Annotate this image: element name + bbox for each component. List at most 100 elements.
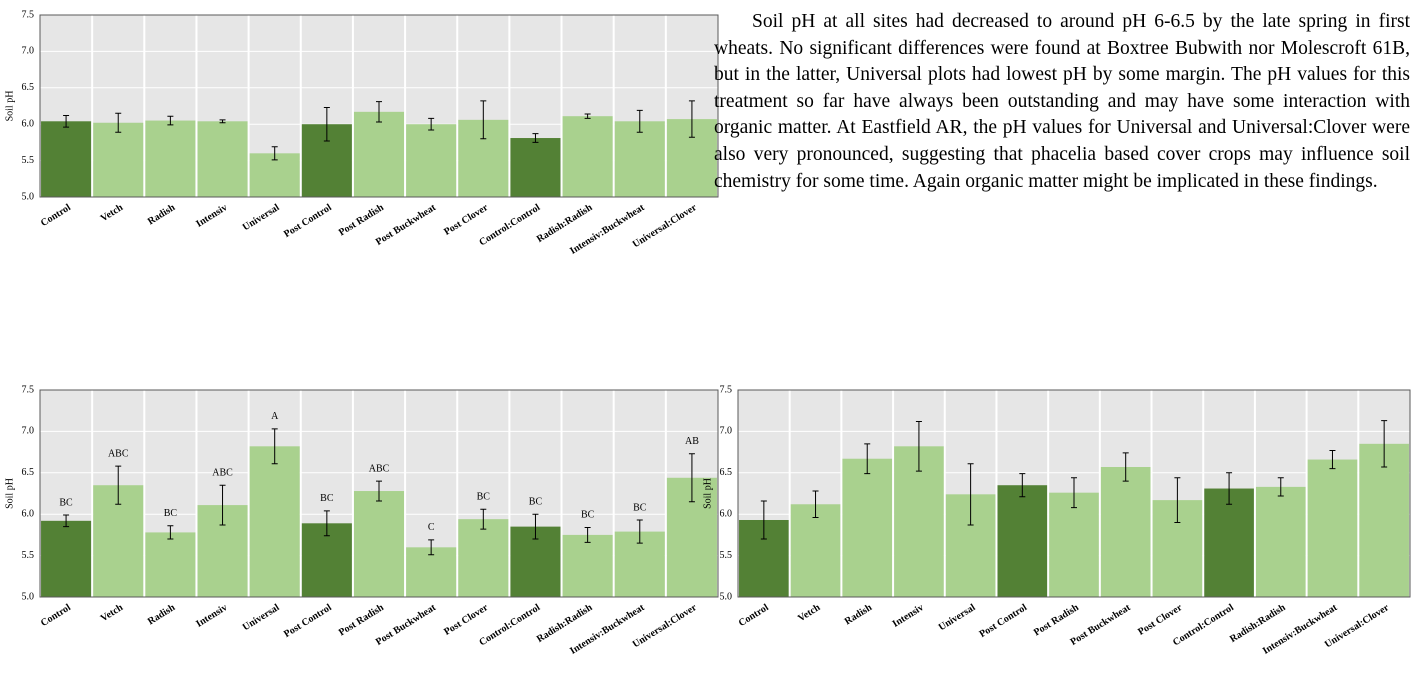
x-tick-label: Radish [146,202,178,227]
error-bar [271,146,278,161]
error-bar [1226,472,1233,505]
bar [1100,467,1151,597]
error-bar [63,114,70,128]
bar [406,124,457,197]
bar [41,121,92,197]
x-tick-label: Intensiv [194,602,229,630]
error-bar [271,428,278,465]
x-tick-label: Post Radish [337,602,386,639]
x-tick-label: Post Clover [1136,602,1184,638]
error-bar [636,519,643,544]
error-bar [812,490,819,519]
error-bar [967,463,974,526]
plot-border [39,389,719,598]
y-axis-title: Soil pH [4,91,15,122]
x-tick-label: Control [737,602,771,629]
bar [145,532,196,597]
y-tick-label: 7.0 [22,426,35,437]
error-bar [1381,420,1388,468]
group-letter: BC [320,493,334,504]
x-tick-label: Vetch [99,202,126,224]
y-tick-label: 6.5 [22,467,35,478]
y-tick-label: 6.0 [22,508,35,519]
group-letter: BC [59,497,73,508]
y-tick-label: 5.0 [22,591,35,602]
error-bar [1122,452,1129,482]
error-bar [219,119,226,124]
paragraph: Soil pH at all sites had decreased to ar… [714,11,1410,192]
y-tick-label: 7.5 [720,384,733,395]
bar [1359,443,1409,597]
bar [1255,486,1306,597]
error-bar [167,115,174,126]
x-tick-label: Control [39,202,73,229]
y-tick-label: 6.0 [22,118,35,129]
x-tick-label: Intensiv [891,602,926,630]
bar [93,122,144,197]
x-tick-label: Post Clover [442,202,490,238]
y-tick-label: 5.0 [720,591,733,602]
error-bar [323,510,330,537]
error-bar [428,539,435,556]
x-tick-label: Universal [241,202,282,233]
group-letter: BC [164,508,178,519]
bar [353,491,405,597]
bar [353,111,405,197]
x-tick-label: Universal [937,602,978,633]
bar [197,121,248,197]
bar [145,120,196,197]
plot-border [39,14,719,198]
x-tick-label: Radish [843,602,875,627]
x-tick-label: Post Radish [337,202,386,239]
y-tick-label: 5.0 [22,191,35,202]
bar [614,121,665,197]
error-bar [584,113,591,119]
y-tick-label: 6.0 [720,508,733,519]
error-bar [1019,473,1026,498]
group-letter: BC [477,492,491,503]
error-bar [1174,477,1181,523]
error-bar [1329,449,1336,470]
bar [249,446,300,597]
x-tick-label: Intensiv [194,202,229,230]
y-tick-label: 5.5 [22,155,35,166]
group-letter: ABC [108,448,129,459]
group-letter: ABC [369,463,390,474]
bar [458,519,509,597]
plot-border [737,389,1411,598]
group-letter: C [428,522,435,533]
x-tick-label: Vetch [99,602,126,624]
error-bar [688,453,695,503]
bar [41,520,92,597]
group-letter: A [271,411,279,422]
bar [406,547,457,597]
error-bar [115,112,122,133]
y-tick-label: 6.5 [720,467,733,478]
x-tick-label: Post Radish [1032,602,1081,639]
error-bar [167,525,174,540]
bar [997,485,1048,597]
error-bar [376,480,382,502]
y-axis-title: Soil pH [4,478,15,509]
error-bar [1277,477,1284,497]
error-bar [480,508,487,530]
x-tick-label: Vetch [796,602,823,624]
error-bar [376,101,382,123]
x-tick-label: Post Control [978,602,1030,640]
error-bar [532,133,539,143]
error-bar [636,109,643,133]
bar [1307,459,1358,597]
bar [510,138,561,197]
y-tick-label: 7.0 [22,46,35,57]
x-tick-label: Post Clover [442,602,490,638]
y-tick-label: 6.5 [22,82,35,93]
bar [842,458,893,597]
group-letter: AB [685,436,699,447]
bar [1204,488,1254,597]
error-bar [63,514,70,528]
error-bar [219,484,226,526]
y-tick-label: 5.5 [22,550,35,561]
error-bar [480,100,487,140]
